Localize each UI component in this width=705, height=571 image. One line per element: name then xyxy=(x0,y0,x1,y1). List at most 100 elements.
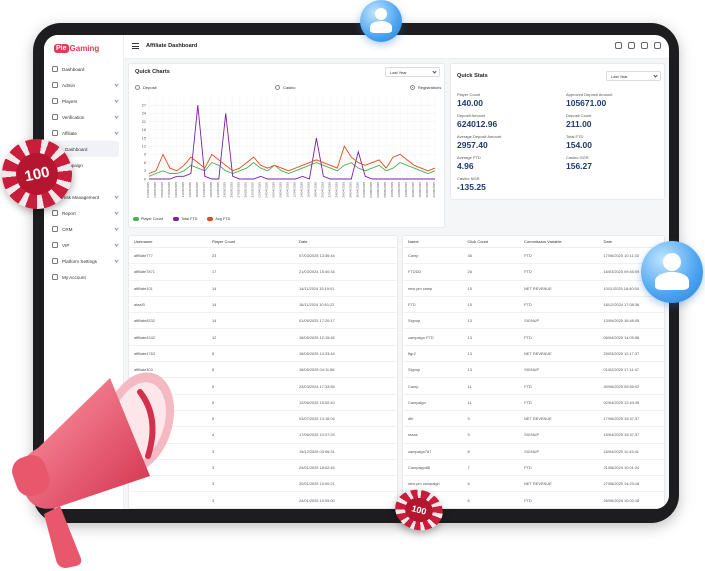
col-commission-variable[interactable]: Commission Variable xyxy=(524,239,562,244)
chevron-down-icon xyxy=(114,114,119,119)
table-row[interactable]: Camp 11 FTD 30/06/2025 09:55:02 xyxy=(403,378,664,395)
sidebar-item-label: Report xyxy=(62,210,76,216)
stat-label: Player Count xyxy=(457,92,481,97)
power-icon[interactable] xyxy=(654,42,661,49)
chevron-down-icon xyxy=(114,194,119,199)
table-row[interactable]: affiliate101 14 14/11/2024 15:19:01 xyxy=(129,281,397,297)
sidebar-item-11[interactable]: VIP xyxy=(44,237,124,253)
table-cell: 36 xyxy=(467,253,472,259)
table-row[interactable]: ataaf3 14 18/11/2024 10:51:22 xyxy=(129,297,397,314)
table-cell: 20/01/2025 10:00:21 xyxy=(299,481,335,487)
stat-item: Total FTD 154.00 xyxy=(566,134,592,150)
sidebar-item-4[interactable]: Affiliate xyxy=(44,125,124,141)
legend-player-count[interactable]: Player Count xyxy=(133,217,163,221)
table-row[interactable]: sssss 9 SIGNUP 15/04/2025 15:37:37 xyxy=(403,427,664,444)
table-row[interactable]: campaign787 8 SIGNUP 16/04/2025 11:43:41 xyxy=(403,444,664,460)
campaigns-table-body: Camp 36 FTD 17/06/2025 10:11:33 FTDDD 26 FTD 16… xyxy=(403,248,664,508)
table-cell: NET REVENUE xyxy=(524,350,552,356)
quick-charts-period-select[interactable]: Last Year xyxy=(385,67,440,77)
table-cell: 17/06/2025 10:37:24 xyxy=(299,432,335,438)
table-row[interactable]: 3 20/01/2025 10:00:21 xyxy=(129,476,397,493)
sidebar-item-3[interactable]: Verification xyxy=(44,109,124,125)
chip-left-text: 100 xyxy=(12,149,62,199)
table-cell: NET REVENUE xyxy=(524,481,552,487)
table-cell: FTD xyxy=(524,253,532,259)
sidebar-item-13[interactable]: My Account xyxy=(44,269,124,285)
sidebar-item-label: Affiliate xyxy=(62,130,77,136)
sidebar-item-1[interactable]: Admin xyxy=(44,77,124,93)
legend-total-ftd[interactable]: Total FTD xyxy=(172,217,197,221)
table-row[interactable]: affiliate4342 12 18/05/2025 12:15:45 xyxy=(129,329,397,346)
x-tick-label: 23/03/2025 xyxy=(223,182,227,198)
sidebar-item-0[interactable]: Dashboard xyxy=(44,61,124,77)
col-date[interactable]: Date xyxy=(299,239,308,244)
table-row[interactable]: FTDDD 26 FTD 16/03/2025 09:45:09 xyxy=(403,264,664,281)
sidebar-item-9[interactable]: Report xyxy=(44,205,124,221)
table-row[interactable]: FTD 15 FTD 18/12/2024 17:08:36 xyxy=(403,297,664,314)
sidebar-item-5[interactable]: Dashboard xyxy=(49,141,119,157)
legend-total-ftd-swatch xyxy=(172,217,179,221)
table-row[interactable]: new pm camp 15 NET REVENUE 10/11/2025 18:40… xyxy=(403,281,664,297)
table-cell: affiliate101 xyxy=(134,285,153,291)
user-add-icon[interactable] xyxy=(615,42,622,49)
table-cell: 17/06/2025 15:37:37 xyxy=(603,416,640,422)
table-row[interactable]: Camp 36 FTD 17/06/2025 10:11:33 xyxy=(403,248,664,265)
table-row[interactable]: 3 19/12/2025 03:06:31 xyxy=(129,444,397,460)
table-row[interactable]: Campaign 11 FTD 02/04/2025 12:44:35 xyxy=(403,395,664,411)
stat-value: 154.00 xyxy=(566,140,592,150)
sidebar-item-10[interactable]: CRM xyxy=(44,221,124,237)
table-row[interactable]: ftgr2 13 NET REVENUE 29/03/2025 12:17:37 xyxy=(403,346,664,363)
menu-icon[interactable] xyxy=(132,43,139,49)
table-row[interactable]: Campaign88 7 FTD 21/06/2024 10:01:24 xyxy=(403,460,664,477)
col-date[interactable]: Date xyxy=(603,239,612,244)
table-row[interactable]: affiliate303 6 18/05/2025 04:11:56 xyxy=(129,362,397,379)
col-click-count[interactable]: Click Count xyxy=(467,239,488,244)
table-row[interactable]: 5 03/07/2025 13:16:04 xyxy=(129,411,397,428)
series-line-avg-ftd[interactable] xyxy=(148,145,436,174)
table-row[interactable]: affiliate4763 8 18/05/2025 10:33:44 xyxy=(129,346,397,363)
radio-deposit[interactable]: Deposit xyxy=(135,85,157,90)
quick-stats-title: Quick Stats xyxy=(457,73,488,79)
table-cell: 13 xyxy=(467,367,472,373)
x-tick-label: 08/05/2025 xyxy=(383,182,387,198)
sidebar-item-12[interactable]: Platform Settings xyxy=(44,253,124,269)
table-row[interactable]: new pm campaign 6 NET REVENUE 27/06/2025 14… xyxy=(403,476,664,493)
stat-value: 4.96 xyxy=(457,161,474,171)
x-tick-label: 26/04/2025 xyxy=(341,182,345,198)
quick-stats-period-select[interactable]: Last Year xyxy=(606,71,661,81)
table-cell: 13 xyxy=(467,318,472,324)
legend-avg-ftd[interactable]: Avg FTD xyxy=(207,217,230,221)
col-name[interactable]: Name xyxy=(408,239,419,244)
gear-icon[interactable] xyxy=(641,42,648,49)
col-player-count[interactable]: Player Count xyxy=(212,239,236,244)
sidebar-item-2[interactable]: Players xyxy=(44,93,124,109)
table-row[interactable]: 3 24/01/2025 10:09:00 xyxy=(129,492,397,508)
x-tick-label: 22/04/2025 xyxy=(327,182,331,198)
table-row[interactable]: 3 24/01/2025 18:02:45 xyxy=(129,460,397,477)
brand-logo[interactable]: Pie Gaming xyxy=(54,41,99,55)
y-tick-label: 0 xyxy=(144,177,146,181)
swap-icon[interactable] xyxy=(628,42,635,49)
table-cell: 18/05/2025 12:15:45 xyxy=(299,334,335,340)
table-row[interactable]: Signup 13 SIGNUP 01/02/2025 17:11:47 xyxy=(403,362,664,379)
col-username[interactable]: Username xyxy=(134,239,153,244)
table-row[interactable]: campaign FTD 13 FTD 06/04/2025 14:09:58 xyxy=(403,329,664,346)
table-row[interactable]: 4 17/06/2025 10:37:24 xyxy=(129,427,397,444)
chip-bottom-text: 100 xyxy=(402,494,436,526)
table-row[interactable]: affiliate777 23 07/03/2025 13:36:44 xyxy=(129,248,397,265)
table-row[interactable]: affiliate8332 14 01/05/2025 17:20:17 xyxy=(129,313,397,330)
chart-legend: Player Count Total FTD Avg FTD xyxy=(133,217,230,221)
table-cell: FTD xyxy=(524,497,532,503)
series-line-player-count[interactable] xyxy=(148,162,436,177)
radio-deposit-dot xyxy=(135,85,140,90)
table-cell: affiliate303 xyxy=(134,367,153,373)
table-row[interactable]: dfe 9 NET REVENUE 17/06/2025 15:37:37 xyxy=(403,411,664,428)
stat-value: 211.00 xyxy=(566,119,592,129)
table-row[interactable]: affiliate7871 17 21/03/2024 15:40:34 xyxy=(129,264,397,281)
series-line-total-ftd[interactable] xyxy=(149,105,435,180)
table-cell: affiliate4763 xyxy=(134,350,155,356)
radio-registrations[interactable]: Registrations xyxy=(410,85,441,90)
table-row[interactable]: Signup 13 SIGNUP 13/09/2025 16:48:05 xyxy=(403,313,664,330)
radio-casino[interactable]: Casino xyxy=(275,85,295,90)
table-cell: 16/04/2025 11:43:41 xyxy=(603,448,639,454)
